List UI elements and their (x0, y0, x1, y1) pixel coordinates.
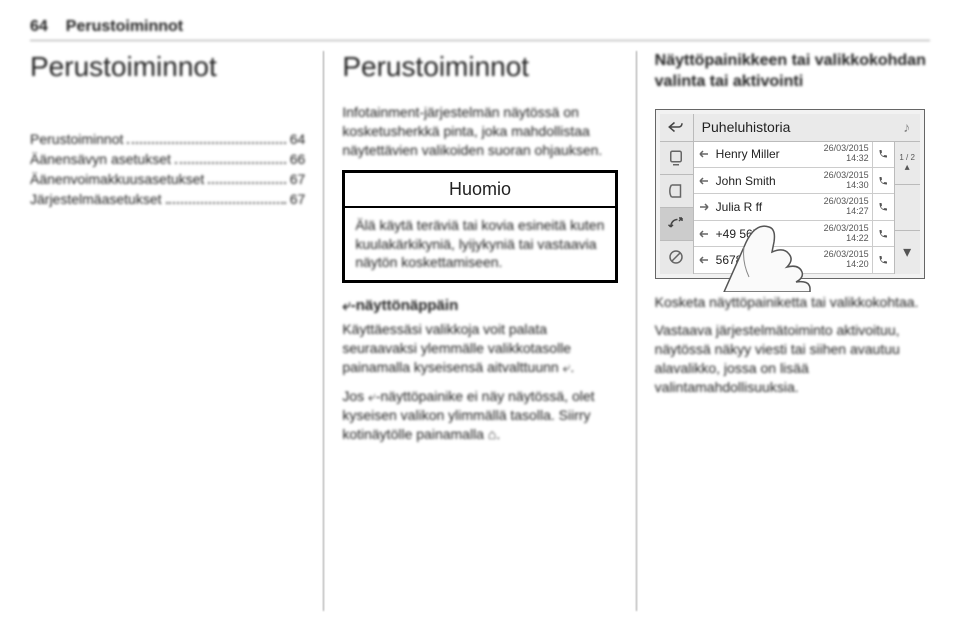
chevron-down-icon[interactable]: ▾ (895, 230, 920, 274)
tab-contacts-icon[interactable] (660, 175, 693, 208)
call-name: 567891 (714, 253, 816, 267)
phone-icon[interactable] (872, 142, 894, 167)
call-meta: 26/03/201514:22 (816, 224, 872, 244)
call-name: John Smith (714, 174, 816, 188)
section-title: Perustoiminnot (66, 18, 183, 36)
call-meta: 26/03/201514:27 (816, 197, 872, 217)
toc-line: Perustoiminnot 64 (30, 131, 305, 147)
screenshot-scrollbar: 1 / 2 ▴ ▾ (894, 142, 920, 274)
notice-title: Huomio (345, 173, 614, 208)
list-item[interactable]: John Smith 26/03/201514:30 (694, 168, 894, 194)
manual-page: 64 Perustoiminnot Perustoiminnot Perusto… (0, 0, 960, 642)
tab-block-icon[interactable] (660, 241, 693, 273)
paragraph: Käyttäessäsi valikkoja voit palata seura… (342, 320, 617, 377)
phone-icon[interactable] (872, 194, 894, 219)
chevron-up-icon[interactable]: ▴ (905, 162, 910, 173)
toc-line: Järjestelmäasetukset 67 (30, 191, 305, 207)
column-divider (323, 51, 324, 611)
screenshot-header: Puheluhistoria ♪ (660, 114, 920, 142)
back-icon[interactable] (660, 114, 694, 141)
list-item[interactable]: Julia R ff 26/03/201514:27 (694, 194, 894, 220)
music-note-icon: ♪ (894, 116, 920, 138)
toc-dots (166, 202, 286, 204)
call-name: +49 56789 (714, 227, 816, 241)
outgoing-icon (694, 254, 714, 266)
toc-label: Äänenvoimakkuusasetukset (30, 171, 204, 187)
outgoing-icon (694, 148, 714, 160)
screenshot-left-tabs (660, 142, 694, 274)
notice-body: Älä käytä teräviä tai kovia esineitä kut… (345, 208, 614, 281)
call-meta: 26/03/201514:20 (816, 250, 872, 270)
page-header: 64 Perustoiminnot (30, 18, 930, 41)
toc-page: 67 (290, 191, 306, 207)
column-1: Perustoiminnot Perustoiminnot 64 Äänensä… (30, 51, 305, 611)
phone-screenshot: Puheluhistoria ♪ (655, 109, 925, 279)
page-indicator: 1 / 2 ▴ (895, 142, 920, 186)
paragraph: Kosketa näyttöpainiketta tai valikko­koh… (655, 293, 930, 312)
page-indicator-text: 1 / 2 (899, 153, 915, 162)
list-item[interactable]: +49 56789 26/03/201514:22 (694, 221, 894, 247)
phone-icon[interactable] (872, 247, 894, 272)
call-list: Henry Miller 26/03/201514:32 John Smith … (694, 142, 894, 274)
toc-dots (175, 162, 286, 164)
toc-dots (208, 182, 285, 184)
toc-line: Äänenvoimakkuusasetukset 67 (30, 171, 305, 187)
subheading: ⤶-näyttönäppäin (342, 297, 617, 314)
list-item[interactable]: Henry Miller 26/03/201514:32 (694, 142, 894, 168)
toc-label: Järjestelmäasetukset (30, 191, 162, 207)
incoming-icon (694, 201, 714, 213)
section-heading: Näyttöpainikkeen tai valikkokohdan valin… (655, 51, 930, 93)
paragraph: Vastaava järjestelmätoiminto aktivoituu,… (655, 321, 930, 397)
toc-label: Perustoiminnot (30, 131, 123, 147)
phone-icon[interactable] (872, 221, 894, 246)
paragraph: Jos ⤶-näyttöpainike ei näy näytössä, ole… (342, 387, 617, 444)
tab-phone-icon[interactable] (660, 142, 693, 175)
toc-line: Äänensävyn asetukset 66 (30, 151, 305, 167)
phone-icon[interactable] (872, 168, 894, 193)
screenshot-title: Puheluhistoria (694, 119, 894, 135)
call-meta: 26/03/201514:30 (816, 171, 872, 191)
call-meta: 26/03/201514:32 (816, 144, 872, 164)
column-3: Näyttöpainikkeen tai valikkokohdan valin… (655, 51, 930, 611)
column-2: Perustoiminnot Infotainment-järjestelmän… (342, 51, 617, 611)
toc-page: 67 (290, 171, 306, 187)
call-name: Henry Miller (714, 147, 816, 161)
section-heading: Perustoiminnot (342, 51, 617, 83)
call-name: Julia R ff (714, 200, 816, 214)
notice-box: Huomio Älä käytä teräviä tai kovia esine… (342, 170, 617, 284)
page-number: 64 (30, 18, 48, 36)
toc-dots (127, 142, 285, 144)
outgoing-icon (694, 175, 714, 187)
toc-page: 66 (290, 151, 306, 167)
chapter-title: Perustoiminnot (30, 51, 305, 83)
list-item[interactable]: 567891 26/03/201514:20 (694, 247, 894, 273)
toc-label: Äänensävyn asetukset (30, 151, 171, 167)
tab-history-icon[interactable] (660, 208, 693, 241)
columns: Perustoiminnot Perustoiminnot 64 Äänensä… (30, 51, 930, 611)
toc-page: 64 (290, 131, 306, 147)
outgoing-icon (694, 228, 714, 240)
intro-paragraph: Infotainment-järjestelmän näytössä on ko… (342, 103, 617, 160)
column-divider (636, 51, 637, 611)
